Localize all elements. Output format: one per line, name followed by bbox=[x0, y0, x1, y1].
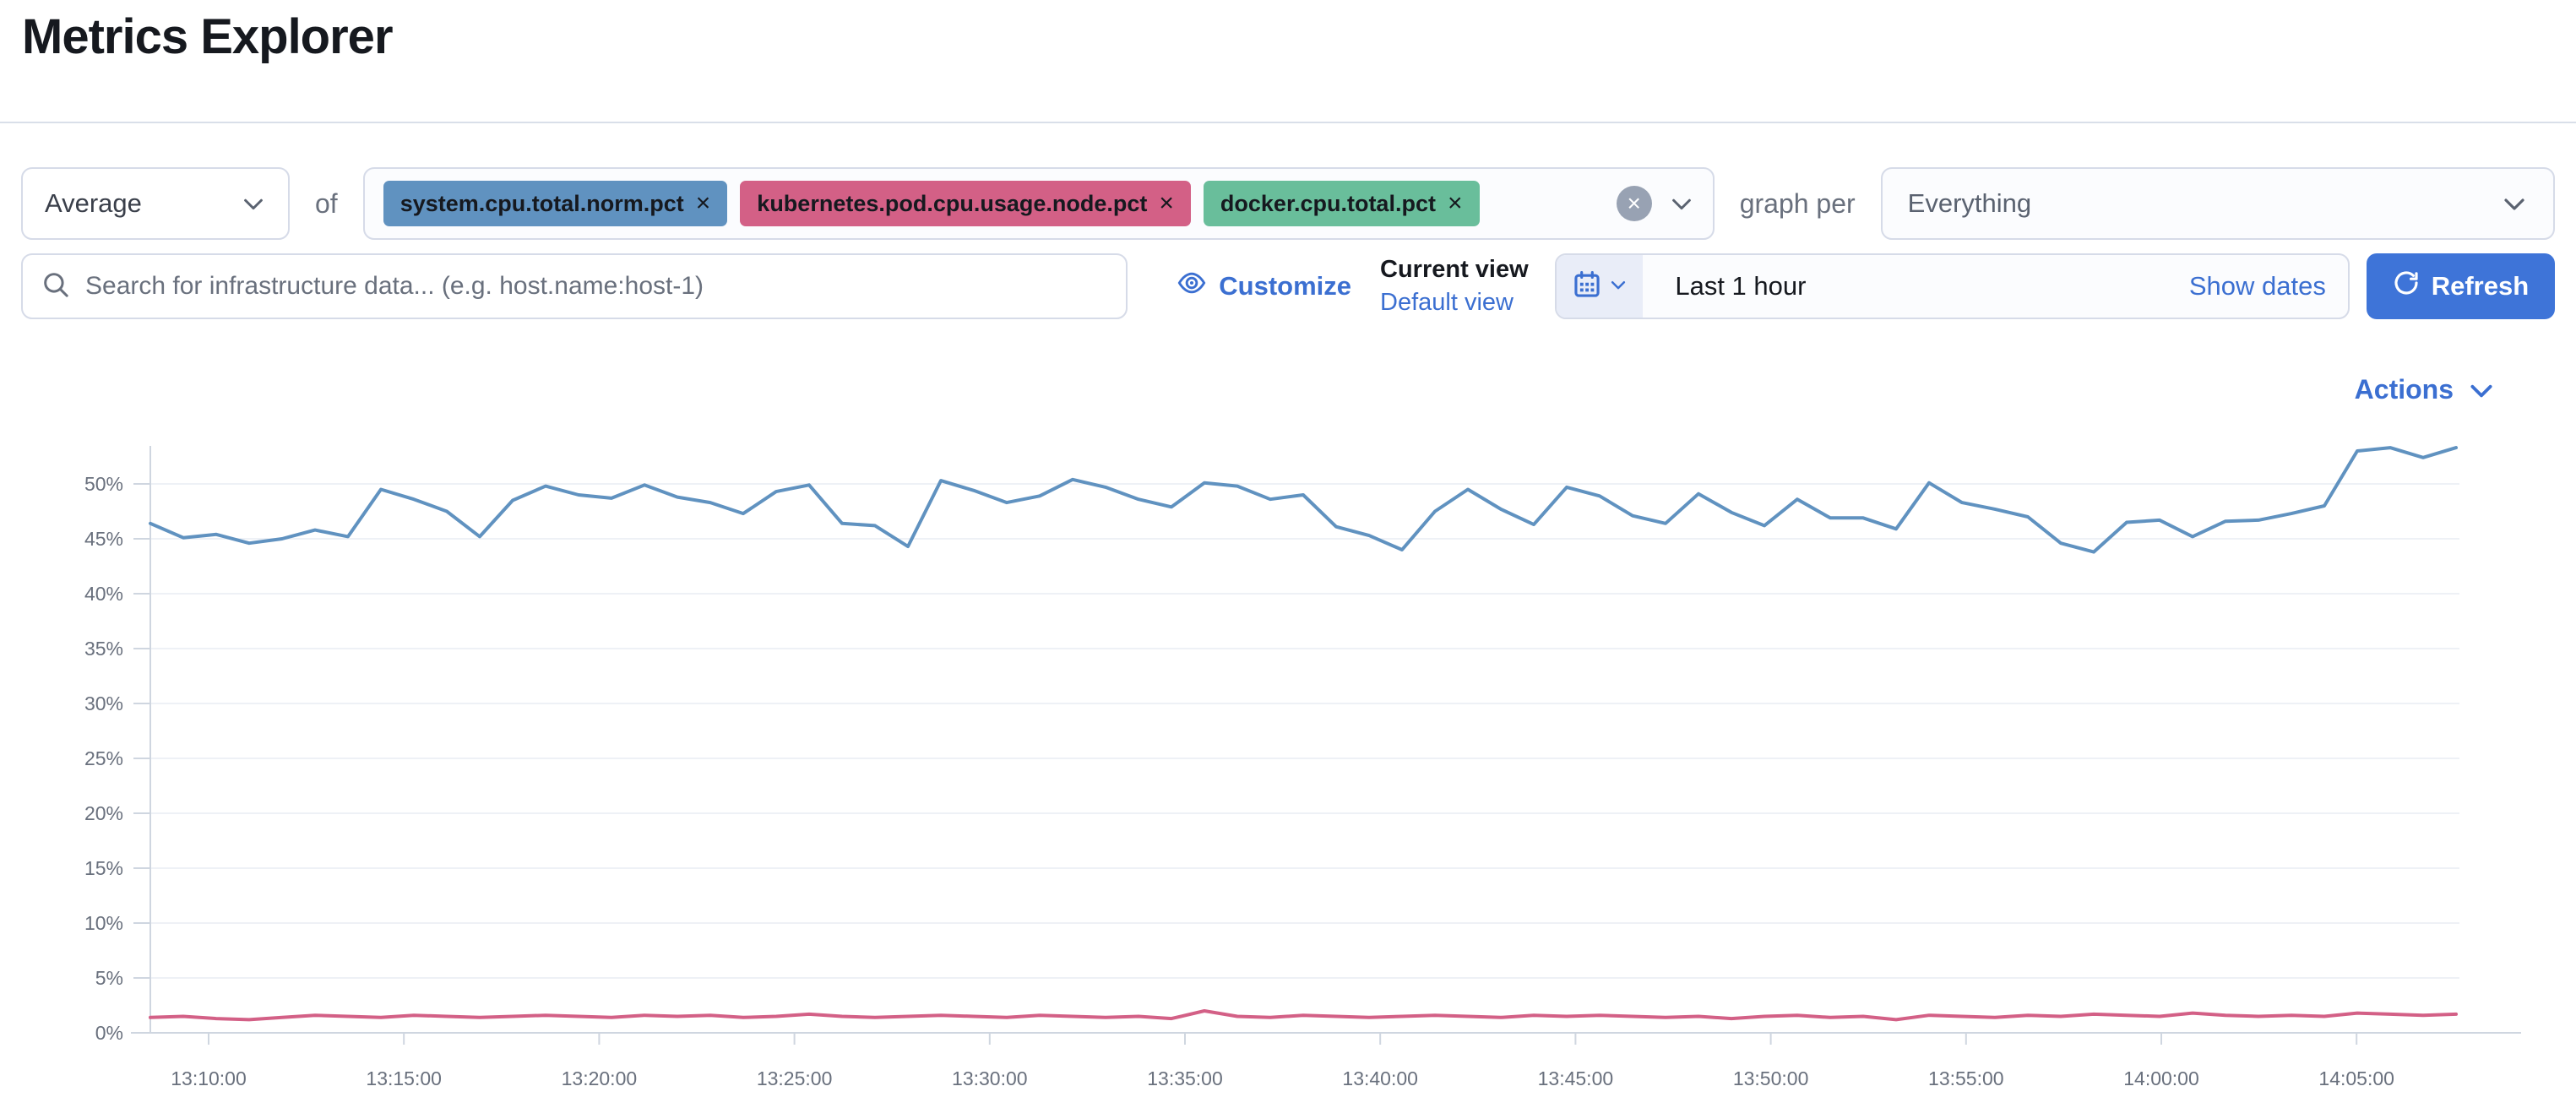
svg-text:13:55:00: 13:55:00 bbox=[1928, 1067, 2004, 1089]
eye-icon bbox=[1177, 268, 1207, 305]
chevron-down-icon bbox=[1609, 275, 1628, 298]
metrics-combobox[interactable]: system.cpu.total.norm.pct × kubernetes.p… bbox=[362, 167, 1715, 240]
svg-text:30%: 30% bbox=[84, 692, 123, 714]
customize-button[interactable]: Customize bbox=[1177, 268, 1351, 305]
chevron-down-icon bbox=[2501, 190, 2528, 217]
svg-text:14:00:00: 14:00:00 bbox=[2123, 1067, 2199, 1089]
chevron-down-icon bbox=[241, 191, 266, 216]
svg-text:15%: 15% bbox=[84, 857, 123, 879]
query-controls-row: Customize Current view Default view Last… bbox=[21, 253, 2556, 319]
show-dates-link[interactable]: Show dates bbox=[2188, 271, 2326, 301]
chevron-down-icon[interactable] bbox=[1669, 191, 1694, 216]
svg-text:13:50:00: 13:50:00 bbox=[1733, 1067, 1809, 1089]
search-field[interactable] bbox=[21, 253, 1128, 319]
svg-text:13:35:00: 13:35:00 bbox=[1147, 1067, 1223, 1089]
refresh-icon bbox=[2393, 269, 2420, 303]
remove-metric-icon[interactable]: × bbox=[695, 189, 711, 217]
metric-pill-label: kubernetes.pod.cpu.usage.node.pct bbox=[757, 190, 1148, 216]
search-input[interactable] bbox=[85, 272, 1108, 301]
svg-text:13:40:00: 13:40:00 bbox=[1342, 1067, 1418, 1089]
metric-pill[interactable]: docker.cpu.total.pct × bbox=[1203, 181, 1480, 226]
svg-text:13:15:00: 13:15:00 bbox=[366, 1067, 442, 1089]
actions-menu-button[interactable]: Actions bbox=[2355, 374, 2496, 405]
svg-text:45%: 45% bbox=[84, 528, 123, 550]
search-icon bbox=[41, 270, 70, 303]
svg-text:50%: 50% bbox=[84, 473, 123, 495]
time-range-picker: Last 1 hour Show dates bbox=[1555, 253, 2350, 319]
svg-text:40%: 40% bbox=[84, 583, 123, 605]
svg-text:13:20:00: 13:20:00 bbox=[562, 1067, 638, 1089]
svg-text:14:05:00: 14:05:00 bbox=[2318, 1067, 2394, 1089]
calendar-icon bbox=[1572, 269, 1602, 304]
current-view-label: Current view bbox=[1380, 256, 1529, 283]
customize-label: Customize bbox=[1219, 271, 1352, 301]
metric-pill-label: docker.cpu.total.pct bbox=[1220, 190, 1436, 216]
svg-text:13:25:00: 13:25:00 bbox=[757, 1067, 833, 1089]
svg-text:13:45:00: 13:45:00 bbox=[1538, 1067, 1614, 1089]
svg-text:5%: 5% bbox=[95, 967, 123, 989]
remove-metric-icon[interactable]: × bbox=[1447, 189, 1463, 217]
svg-text:10%: 10% bbox=[84, 912, 123, 934]
svg-text:35%: 35% bbox=[84, 638, 123, 660]
metric-pill-label: system.cpu.total.norm.pct bbox=[399, 190, 684, 216]
refresh-label: Refresh bbox=[2431, 271, 2530, 301]
chevron-down-icon bbox=[2467, 376, 2496, 405]
svg-text:13:30:00: 13:30:00 bbox=[952, 1067, 1028, 1089]
svg-text:20%: 20% bbox=[84, 802, 123, 824]
clear-all-metrics-button[interactable]: × bbox=[1616, 186, 1652, 221]
svg-text:25%: 25% bbox=[84, 747, 123, 769]
of-label: of bbox=[315, 187, 338, 219]
graph-per-label: graph per bbox=[1739, 187, 1856, 219]
metric-controls-row: Average of system.cpu.total.norm.pct × k… bbox=[21, 167, 2555, 240]
actions-label: Actions bbox=[2354, 374, 2454, 405]
metric-pill-list: system.cpu.total.norm.pct × kubernetes.p… bbox=[383, 181, 1617, 226]
aggregation-select[interactable]: Average bbox=[21, 167, 290, 240]
page-title: Metrics Explorer bbox=[22, 9, 394, 64]
time-range-value[interactable]: Last 1 hour bbox=[1675, 271, 1807, 301]
svg-text:13:10:00: 13:10:00 bbox=[171, 1067, 247, 1089]
default-view-link[interactable]: Default view bbox=[1380, 289, 1514, 316]
header-divider bbox=[0, 122, 2576, 123]
calendar-menu-button[interactable] bbox=[1557, 255, 1644, 318]
group-by-select[interactable]: Everything bbox=[1880, 167, 2555, 240]
remove-metric-icon[interactable]: × bbox=[1159, 189, 1174, 217]
metric-pill[interactable]: kubernetes.pod.cpu.usage.node.pct × bbox=[740, 181, 1191, 226]
refresh-button[interactable]: Refresh bbox=[2366, 253, 2556, 319]
metrics-line-chart[interactable]: 0% 5% 10% 15% 20% 25% 30% 35% 40% 45% 50% 13:10:00 1… bbox=[0, 439, 2576, 1108]
svg-text:0%: 0% bbox=[95, 1022, 123, 1044]
metric-pill[interactable]: system.cpu.total.norm.pct × bbox=[383, 181, 728, 226]
group-by-value: Everything bbox=[1907, 188, 2032, 218]
aggregation-value: Average bbox=[45, 188, 142, 218]
view-switcher: Current view Default view bbox=[1380, 256, 1533, 317]
